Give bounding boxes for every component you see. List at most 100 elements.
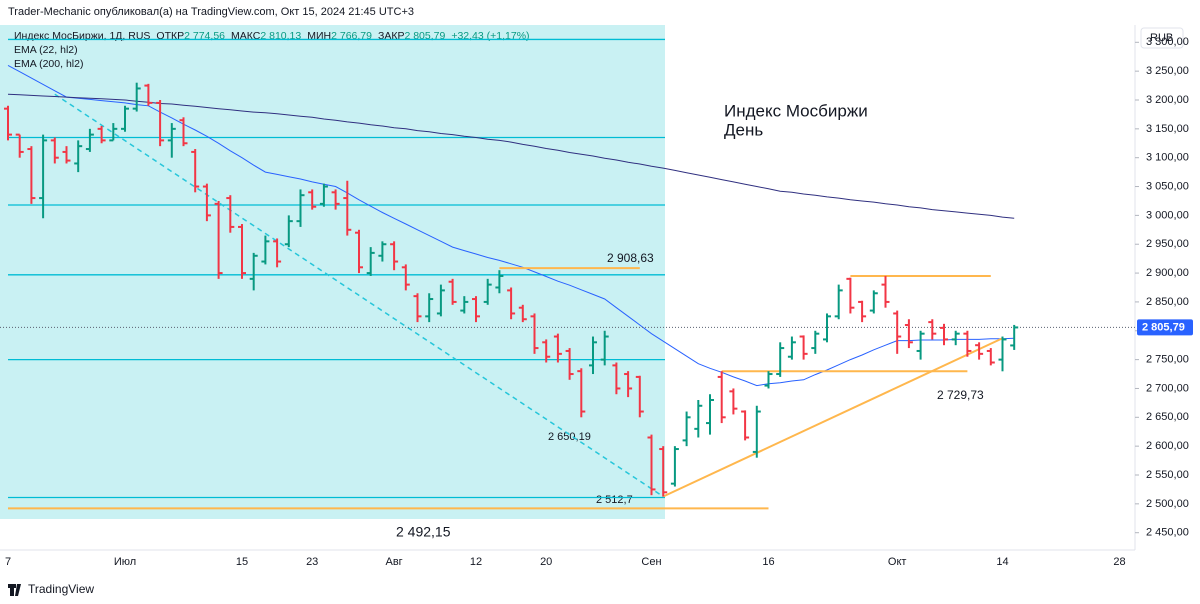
ohlc-bar	[62, 146, 71, 164]
x-tick-label: 23	[306, 556, 318, 568]
legend-ema22: EMA (22, hl2)	[14, 44, 78, 56]
segment-label: 2 908,63	[607, 251, 654, 265]
annotation: 2 650,19	[548, 431, 591, 443]
x-tick-label: 12	[470, 556, 482, 568]
ohlc-bar	[296, 189, 305, 227]
x-tick-label: Окт	[888, 556, 907, 568]
ohlc-bar	[179, 117, 188, 147]
header: Trader-Mechanic опубликовал(а) на Tradin…	[8, 6, 414, 18]
y-tick-label: 3 000,00	[1146, 209, 1189, 221]
y-tick-label: 2 550,00	[1146, 469, 1189, 481]
currency-box[interactable]	[1140, 27, 1184, 49]
last-price-label: 2 805,79	[1142, 321, 1185, 333]
x-tick-label: Июл	[114, 556, 136, 568]
ohlc-bar	[846, 277, 855, 314]
ohlc-bar	[343, 180, 352, 236]
ohlc-bar	[378, 241, 387, 262]
ohlc-bar	[191, 149, 200, 193]
x-tick-label: Сен	[641, 556, 661, 568]
ohlc-bar	[717, 371, 726, 424]
ohlc-bar	[319, 183, 328, 207]
ohlc-bar	[858, 300, 867, 323]
ohlc-bar	[27, 146, 36, 204]
ohlc-bar	[904, 319, 913, 349]
ema-line	[7, 64, 1015, 387]
footer-logo	[8, 584, 21, 596]
ohlc-bar	[472, 296, 480, 323]
ohlc-bar	[776, 342, 785, 377]
ohlc-bar	[50, 137, 59, 164]
currency: RUB	[1150, 32, 1173, 44]
ohlc-bar	[823, 313, 831, 343]
ohlc-bar	[413, 293, 422, 323]
y-tick-label: 3 250,00	[1146, 65, 1189, 77]
ohlc-bar	[273, 238, 282, 268]
x-tick-label: 7	[5, 556, 11, 568]
legend-ema200: EMA (200, hl2)	[14, 58, 83, 70]
ohlc-bar	[308, 189, 317, 210]
note-title: Индекс Мосбиржи	[724, 101, 868, 120]
y-tick-label: 2 700,00	[1146, 382, 1189, 394]
ohlc-bar	[647, 434, 656, 496]
note-sub: День	[724, 120, 763, 139]
ohlc-bar	[144, 83, 153, 106]
ohlc-bar	[635, 375, 644, 418]
annotation: 2 512,7	[596, 494, 633, 506]
ohlc-bar	[799, 335, 808, 360]
x-tick-label: 16	[762, 556, 774, 568]
ohlc-bar	[577, 368, 586, 418]
ohlc-bar	[132, 82, 141, 112]
ohlc-bar	[530, 313, 539, 354]
ohlc-bar	[167, 123, 176, 158]
x-tick-label: 14	[996, 556, 1008, 568]
ohlc-bar	[741, 410, 750, 441]
x-tick-label: Авг	[385, 556, 402, 568]
ohlc-bar	[483, 278, 492, 305]
ohlc-bar	[518, 304, 527, 323]
ohlc-bar	[74, 140, 83, 173]
ohlc-bar	[612, 362, 621, 395]
ohlc-bar	[787, 336, 796, 360]
ohlc-bar	[4, 105, 12, 141]
ohlc-bar	[963, 330, 972, 357]
x-tick-label: 15	[236, 556, 248, 568]
segment	[662, 337, 1003, 498]
ohlc-bar	[261, 235, 270, 265]
ohlc-bar	[238, 224, 246, 279]
ohlc-bar	[460, 296, 469, 314]
ohlc-bar	[495, 270, 504, 294]
ohlc-bar	[15, 133, 24, 158]
ohlc-bar	[121, 105, 129, 132]
y-tick-label: 2 450,00	[1146, 527, 1189, 539]
ohlc-bar	[226, 195, 235, 233]
ohlc-bar	[670, 446, 679, 487]
y-tick-label: 3 050,00	[1146, 180, 1189, 192]
y-tick-label: 2 500,00	[1146, 498, 1189, 510]
segment-label: 2 492,15	[396, 524, 451, 540]
y-tick-label: 3 100,00	[1146, 152, 1189, 164]
ohlc-bar	[355, 229, 363, 274]
ohlc-bar	[109, 123, 118, 142]
ohlc-bar	[881, 275, 890, 308]
segment-label: 2 729,73	[937, 388, 984, 402]
y-tick-label: 2 900,00	[1146, 267, 1189, 279]
ohlc-bar	[214, 200, 223, 279]
dashed-trend	[54, 93, 664, 498]
last-price-box	[1137, 319, 1193, 336]
ohlc-bar	[390, 241, 399, 271]
ohlc-bar	[284, 215, 293, 248]
ohlc-bar	[507, 287, 516, 320]
ohlc-bar	[85, 128, 94, 152]
ohlc-bar	[975, 342, 984, 360]
ohlc-bar	[682, 411, 691, 447]
ohlc-bar	[893, 310, 902, 354]
ohlc-bar	[448, 278, 457, 305]
ohlc-bar	[401, 264, 410, 291]
highlight-zone	[0, 25, 665, 519]
ohlc-bar	[589, 336, 597, 375]
ohlc-bar	[998, 336, 1007, 372]
x-tick-label: 28	[1113, 556, 1125, 568]
ema-line	[7, 93, 1015, 219]
ohlc-bar	[916, 330, 925, 360]
